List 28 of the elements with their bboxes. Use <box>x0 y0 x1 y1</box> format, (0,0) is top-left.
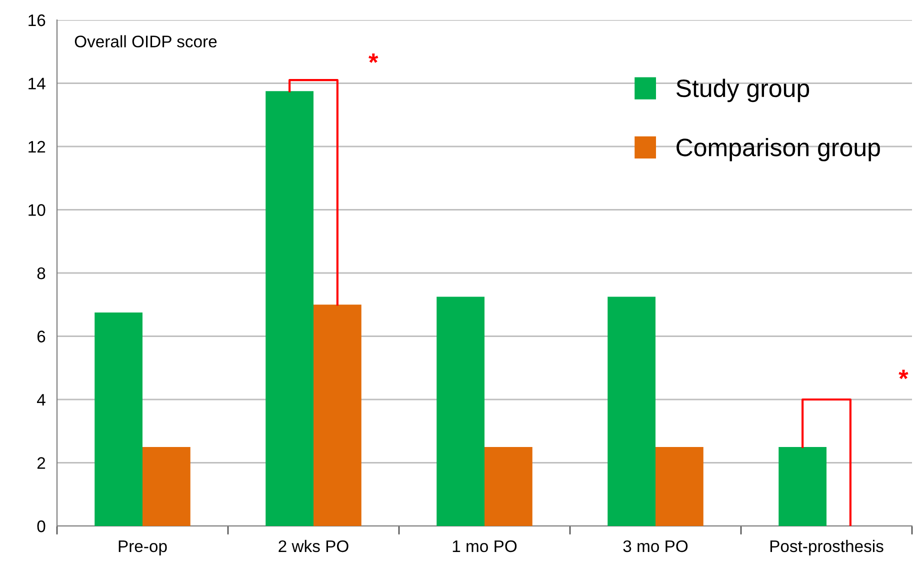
x-tick-label: Post-prosthesis <box>770 540 884 556</box>
bar <box>266 91 314 526</box>
x-tick-label: 2 wks PO <box>278 540 348 552</box>
y-tick-label: 12 <box>28 140 46 153</box>
bar <box>608 296 656 526</box>
bar <box>656 446 704 526</box>
bar <box>484 446 532 526</box>
bar <box>436 296 484 526</box>
y-tick-label: 0 <box>37 520 46 532</box>
y-tick-label: 4 <box>37 394 46 406</box>
annotation: * <box>368 54 378 63</box>
x-tick-label: Pre-op <box>118 540 167 556</box>
y-tick-label: 6 <box>37 330 46 342</box>
x-tick-label: 3 mo PO <box>623 540 688 552</box>
legend-label: Comparison group <box>676 138 880 162</box>
y-axis-title: Overall OIDP score <box>74 35 217 48</box>
x-tick-label: 1 mo PO <box>452 540 517 552</box>
bar <box>94 312 142 526</box>
y-tick-label: 10 <box>28 204 46 216</box>
annotation: * <box>898 370 908 380</box>
legend-label: Study group <box>676 78 810 102</box>
y-tick-label: 2 <box>37 457 46 469</box>
bar <box>778 446 826 526</box>
bar <box>314 304 362 526</box>
y-tick-label: 8 <box>37 267 46 280</box>
bar <box>142 446 190 526</box>
y-tick-label: 16 <box>28 14 46 26</box>
y-tick-label: 14 <box>28 78 46 90</box>
